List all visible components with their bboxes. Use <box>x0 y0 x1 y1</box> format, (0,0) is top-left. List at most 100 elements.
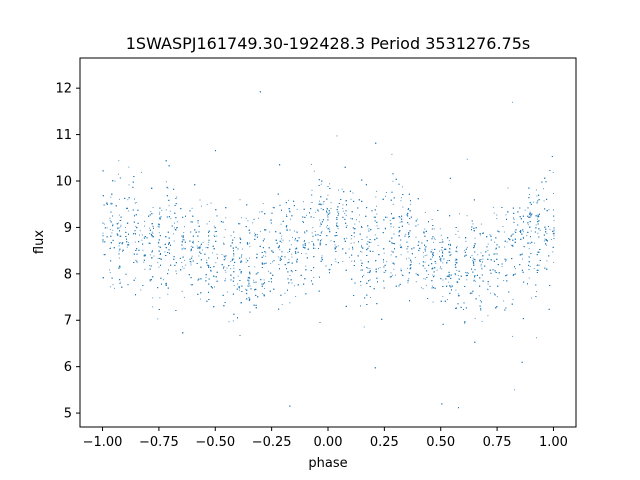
data-point <box>398 226 400 228</box>
data-point <box>259 231 261 233</box>
data-point <box>536 202 538 204</box>
data-point <box>224 270 226 271</box>
data-point <box>528 264 530 266</box>
data-point <box>318 203 320 205</box>
data-point <box>360 284 362 286</box>
data-point <box>126 238 127 240</box>
data-point <box>170 264 172 266</box>
data-point <box>538 220 540 222</box>
data-point <box>267 270 269 272</box>
data-point <box>313 217 315 218</box>
data-point <box>535 296 537 297</box>
data-point <box>383 259 384 261</box>
data-point <box>169 210 171 212</box>
data-point <box>192 242 194 244</box>
data-point <box>179 257 181 259</box>
data-point <box>369 270 371 272</box>
data-point <box>246 204 248 206</box>
data-point <box>505 214 507 216</box>
data-point <box>401 225 403 227</box>
data-point <box>256 234 258 236</box>
data-point <box>182 235 184 237</box>
data-point <box>249 277 251 279</box>
data-point <box>233 313 235 315</box>
data-point <box>455 233 457 235</box>
data-point <box>221 254 223 255</box>
data-point <box>270 262 272 264</box>
data-point <box>422 265 424 267</box>
data-point <box>293 200 295 202</box>
data-point <box>110 235 112 237</box>
data-point <box>213 306 215 308</box>
data-point <box>465 240 467 242</box>
data-point <box>109 286 111 288</box>
data-point <box>400 239 402 241</box>
data-point <box>159 297 161 299</box>
data-point <box>456 251 458 253</box>
data-point <box>386 261 388 263</box>
data-point <box>114 287 115 289</box>
data-point <box>277 193 279 195</box>
data-point <box>360 281 362 283</box>
data-point <box>455 289 457 291</box>
data-point <box>118 253 120 255</box>
data-point <box>230 268 232 270</box>
data-point <box>311 194 313 196</box>
data-point <box>334 235 336 237</box>
data-point <box>222 294 224 296</box>
data-point <box>543 240 545 242</box>
data-point <box>245 288 247 290</box>
data-point <box>374 220 376 222</box>
data-point <box>198 225 200 227</box>
data-point <box>321 230 323 232</box>
data-point <box>174 205 176 206</box>
data-point <box>303 221 304 223</box>
data-point <box>487 288 489 290</box>
data-point <box>257 272 259 274</box>
data-point <box>377 244 379 246</box>
data-point <box>528 269 530 270</box>
data-point <box>493 212 495 214</box>
data-point <box>335 258 337 260</box>
data-point <box>325 244 327 246</box>
data-point <box>423 232 425 234</box>
data-point <box>224 256 226 258</box>
data-point <box>550 239 552 240</box>
data-point <box>439 258 441 260</box>
data-point <box>144 255 146 257</box>
data-point <box>512 101 514 103</box>
data-point <box>216 271 218 273</box>
data-point <box>487 258 489 260</box>
data-point <box>139 230 141 232</box>
data-point <box>168 269 169 271</box>
data-point <box>190 284 192 286</box>
data-point <box>361 179 363 181</box>
data-point <box>471 220 473 222</box>
data-point <box>181 244 183 246</box>
data-point <box>496 306 498 308</box>
data-point <box>398 231 400 233</box>
data-point <box>191 207 193 209</box>
data-point <box>361 245 362 247</box>
data-point <box>198 255 200 257</box>
data-point <box>173 240 175 242</box>
data-point <box>297 237 299 239</box>
data-point <box>390 199 392 201</box>
data-point <box>159 258 161 259</box>
data-point <box>302 201 304 203</box>
data-point <box>479 277 481 279</box>
data-point <box>118 227 120 229</box>
data-point <box>289 275 291 276</box>
data-point <box>337 245 339 247</box>
data-point <box>385 270 387 272</box>
data-point <box>367 241 369 242</box>
data-point <box>124 197 126 199</box>
data-point <box>384 272 386 273</box>
data-point <box>133 262 135 263</box>
data-point <box>112 203 114 205</box>
data-point <box>246 298 248 300</box>
data-point <box>535 227 537 229</box>
data-point <box>306 230 308 232</box>
data-point <box>496 296 498 298</box>
data-point <box>383 252 385 254</box>
